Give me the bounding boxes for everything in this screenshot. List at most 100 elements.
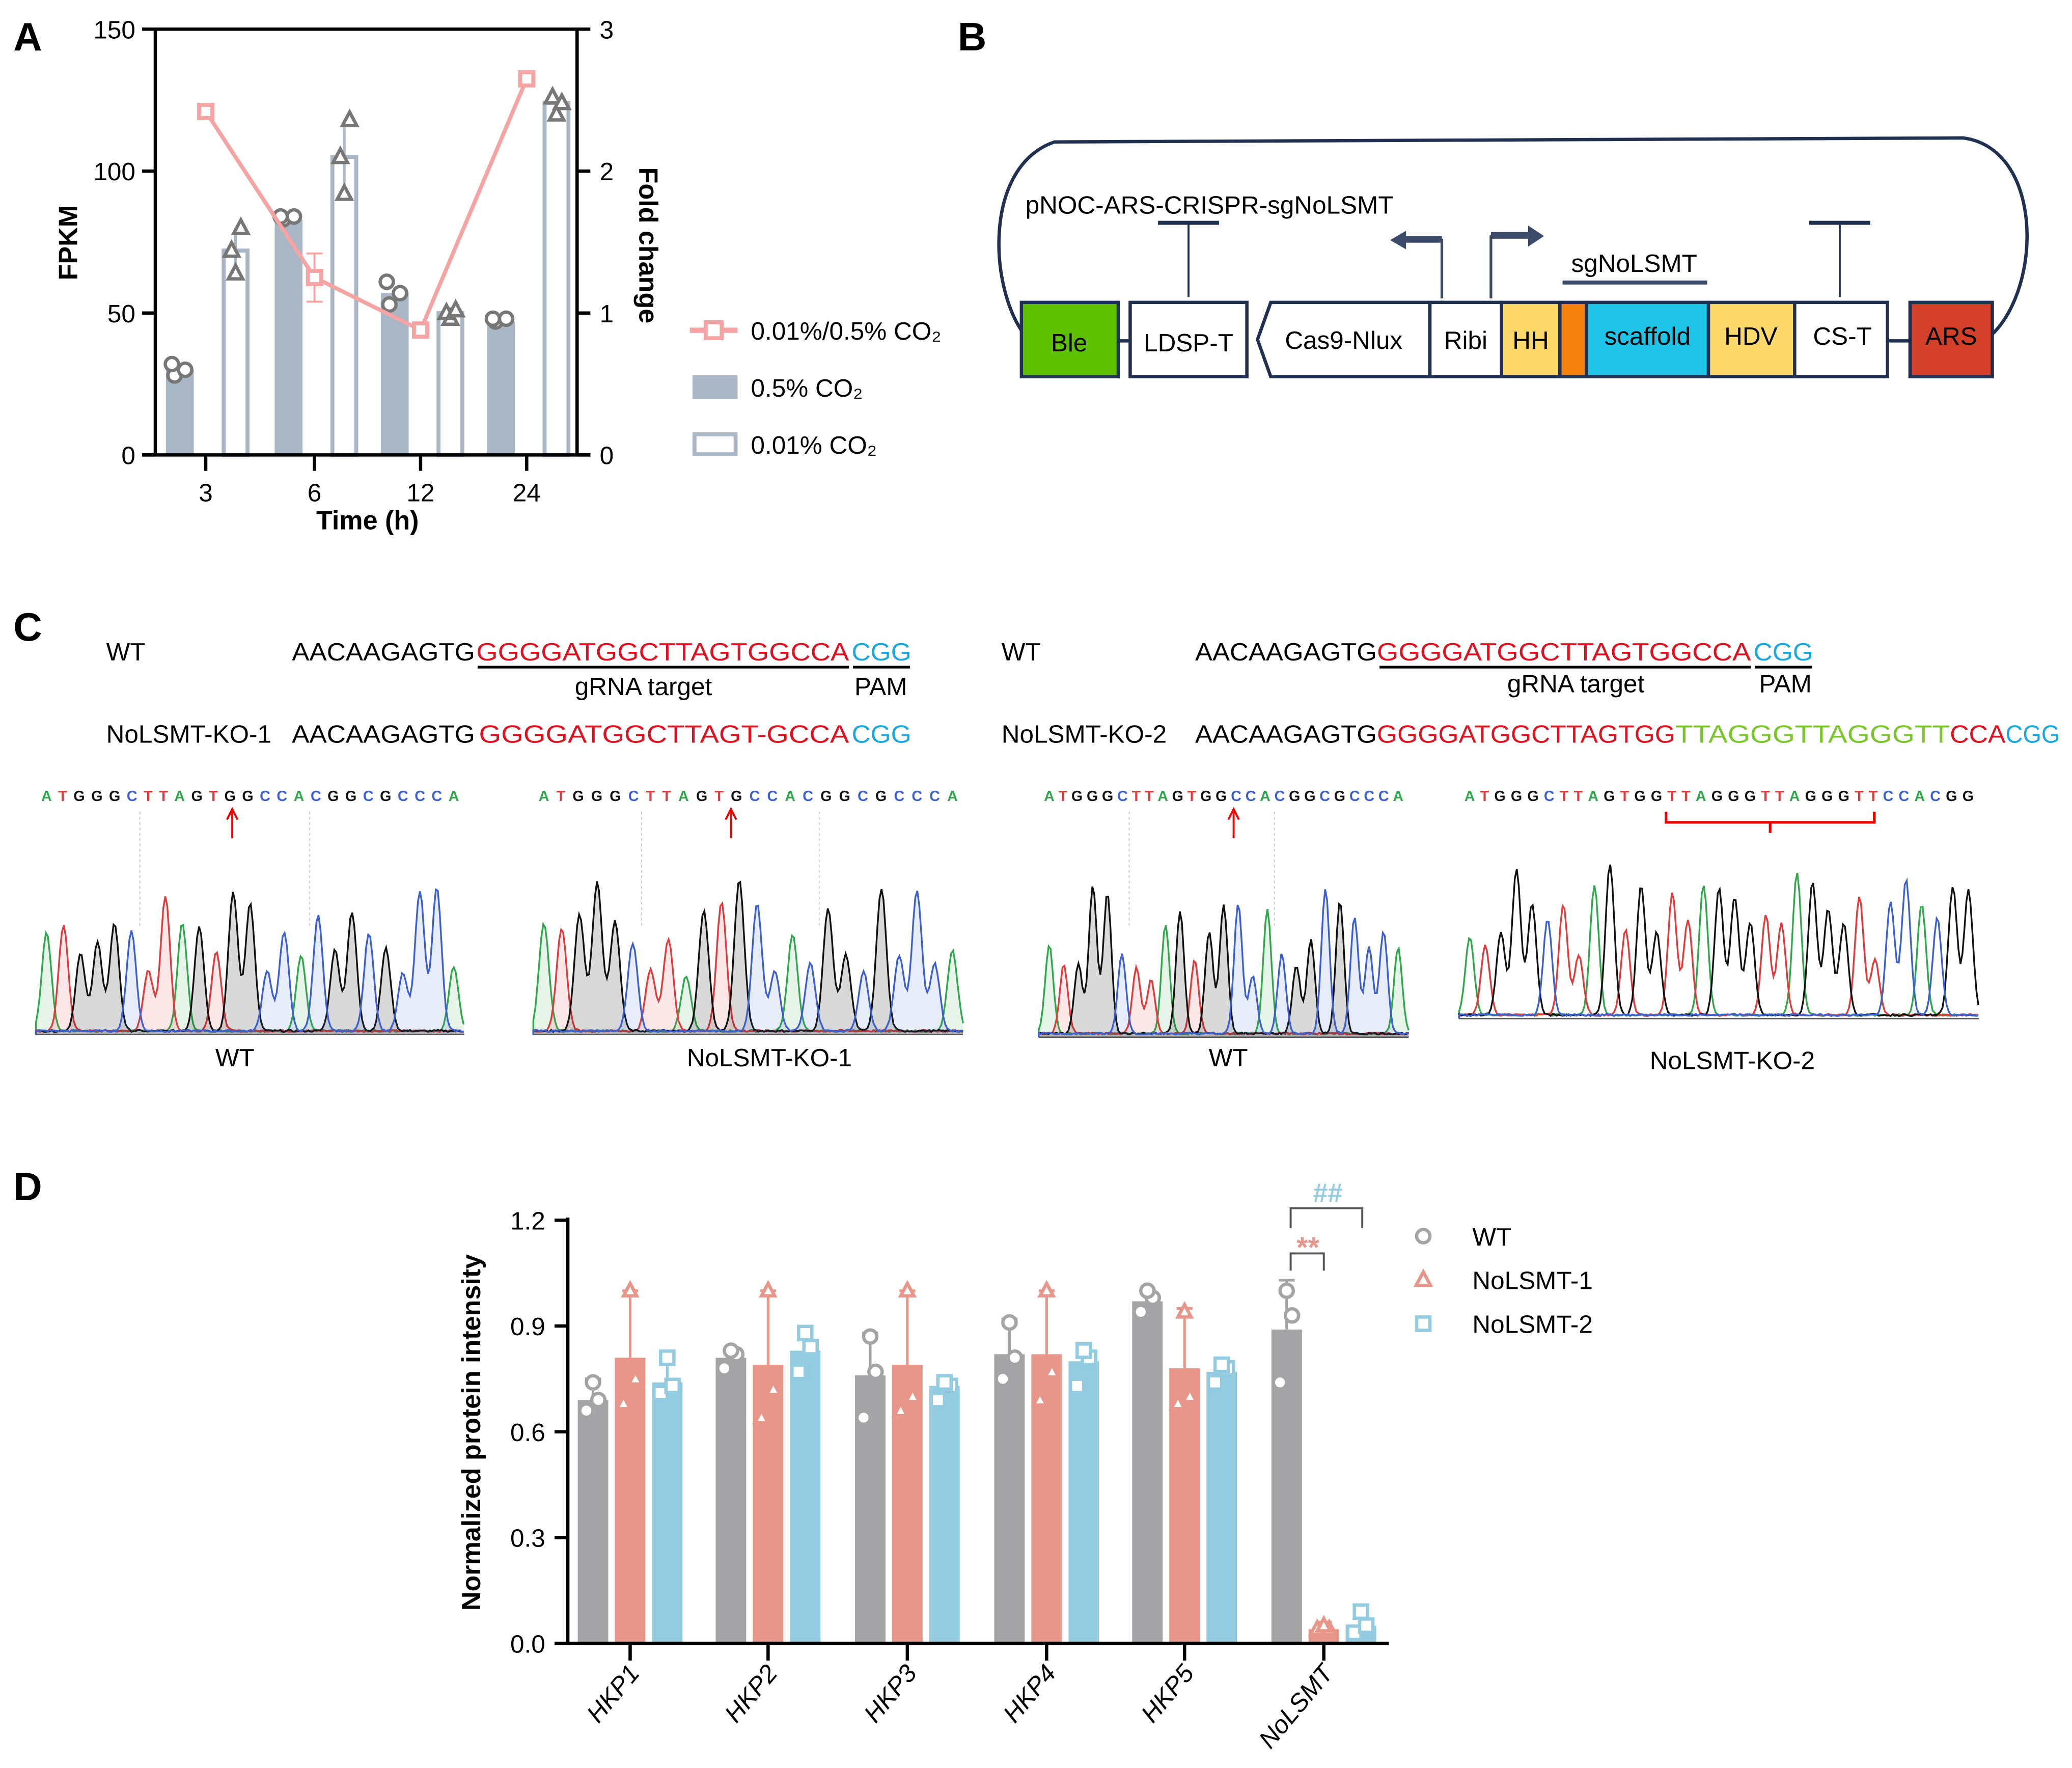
legend-square-icon (1415, 1315, 1432, 1332)
bar-nolsmt-2 (1206, 1372, 1237, 1644)
data-point-circle (723, 1342, 739, 1359)
significance-bracket (1289, 1207, 1364, 1228)
y-tick-label: 0 (121, 442, 135, 470)
box-cs-t (1793, 300, 1889, 378)
pam-label: PAM (1759, 670, 1812, 698)
bar-nolsmt-2 (652, 1382, 683, 1644)
x-tick-label: HKP2 (719, 1660, 783, 1728)
data-point-square (1352, 1603, 1369, 1620)
data-point-circle (1272, 1374, 1289, 1391)
peak-fill (36, 892, 464, 1035)
x-tick-label: 6 (308, 479, 322, 507)
significance-ko1: ** (1296, 1231, 1319, 1264)
bar-nolsmt-2 (929, 1386, 960, 1644)
legend-item-001: 0.01% CO₂ (692, 431, 877, 459)
x-axis-title: Time (h) (316, 506, 419, 535)
seq-prefix: AACAAGAGTG (1195, 721, 1377, 749)
y-tick-label: 0.0 (510, 1630, 545, 1658)
y2-tick-label: 1 (600, 300, 614, 328)
data-point-triangle (752, 1406, 771, 1425)
x-tick-label: HKP1 (582, 1660, 645, 1728)
y2-tick-label: 0 (600, 442, 614, 470)
legend-item-ratio: 0.01%/0.5% CO₂ (689, 317, 941, 345)
x-tick-label: 3 (199, 479, 213, 507)
data-point-circle (285, 208, 302, 225)
data-point-circle (1278, 1282, 1295, 1300)
trace-label: NoLSMT-KO-1 (687, 1044, 852, 1072)
seq-prefix: AACAAGAGTG (1195, 638, 1377, 666)
arrow-head-icon (725, 807, 737, 820)
data-point-square (1213, 1356, 1230, 1373)
panel-b-construct: pNOC-ARS-CRISPR-sgNoLSMT sgNoLSMT (997, 136, 2029, 378)
x-tick-label: HKP5 (1136, 1659, 1200, 1728)
box-ldsp-t (1128, 300, 1249, 378)
y-axis-title: Normalized protein intensity (457, 1254, 486, 1611)
bar-0.01pct (330, 155, 358, 457)
y-tick-label: 0.6 (510, 1419, 545, 1447)
bar-nolsmt-2 (790, 1350, 821, 1644)
data-point-circle (392, 285, 408, 301)
data-point-circle (862, 1328, 879, 1345)
data-point-circle (484, 310, 502, 327)
cst-label: CS-T (1813, 322, 1871, 350)
cas9-label: Cas9-Nlux (1285, 326, 1402, 354)
data-point-square (936, 1374, 953, 1391)
data-point-circle (381, 296, 398, 313)
data-point-triangle (222, 239, 242, 258)
y2-tick-label: 3 (600, 16, 614, 44)
arrow-head-icon (1227, 807, 1240, 820)
seq-label-ko2: NoLSMT-KO-2 (1002, 721, 1167, 749)
fold-change-line (204, 78, 529, 333)
box-ars (1908, 300, 1994, 378)
bar-nolsmt-2 (1068, 1361, 1099, 1644)
bar-wt (994, 1354, 1025, 1644)
data-point-triangle (1314, 1615, 1334, 1633)
data-point-triangle (1042, 1361, 1062, 1379)
data-point-triangle (764, 1378, 783, 1396)
trace-label: WT (215, 1044, 255, 1072)
box-ble (1019, 300, 1120, 378)
panel-label-c: C (13, 604, 42, 649)
data-point-square (659, 1349, 676, 1366)
data-point-triangle (1180, 1386, 1199, 1403)
bar-0.5pct (487, 321, 515, 455)
seq-target: GGGGATGGCTTAGTGGCCA (1377, 638, 1751, 666)
peak-trace-c (1458, 877, 1979, 1019)
hdv-label: HDV (1724, 322, 1777, 350)
y-tick-label: 1.2 (510, 1207, 545, 1235)
seq-pam: CGG (2006, 721, 2060, 749)
peak-trace-c (1038, 889, 1409, 1037)
x-tick-label: 24 (513, 479, 541, 507)
data-point-triangle (446, 298, 466, 318)
grna-target-label: gRNA target (575, 673, 712, 701)
seq-insert: TTAGGGTTAGGGTT (1675, 721, 1950, 749)
significance-ko2: ## (1313, 1178, 1343, 1208)
data-point-triangle (340, 108, 360, 127)
seq-pam: CGG (851, 638, 911, 666)
seq-pam: CGG (851, 721, 911, 749)
panel-a-marks (163, 70, 572, 457)
data-point-circle (1132, 1304, 1149, 1320)
peak-trace-g (35, 891, 464, 1035)
legend-circle-icon (1415, 1228, 1432, 1245)
seq-pam: CGG (1754, 638, 1813, 666)
y-tick-label: 100 (93, 158, 135, 186)
data-point-square (802, 1339, 819, 1356)
panel-d-chart: 0.0 0.3 0.6 0.9 1.2 HKP1 HKP2 HKP3 HKP4 HKP5 NoLSM… (457, 1178, 1593, 1754)
legend-filled-swatch (692, 375, 738, 399)
bar-0.01pct (222, 248, 250, 457)
fold-change-point (306, 269, 323, 286)
seq-label-wt: WT (1002, 638, 1041, 666)
legend-label: NoLSMT-2 (1472, 1311, 1592, 1339)
sg-label: sgNoLSMT (1571, 250, 1697, 278)
data-point-square (1358, 1617, 1375, 1634)
peak-trace-c (35, 888, 464, 1035)
y2-tick-label: 2 (600, 158, 614, 186)
data-point-square (1075, 1342, 1092, 1359)
box-spacer (1558, 300, 1588, 378)
data-point-circle (1139, 1282, 1156, 1300)
